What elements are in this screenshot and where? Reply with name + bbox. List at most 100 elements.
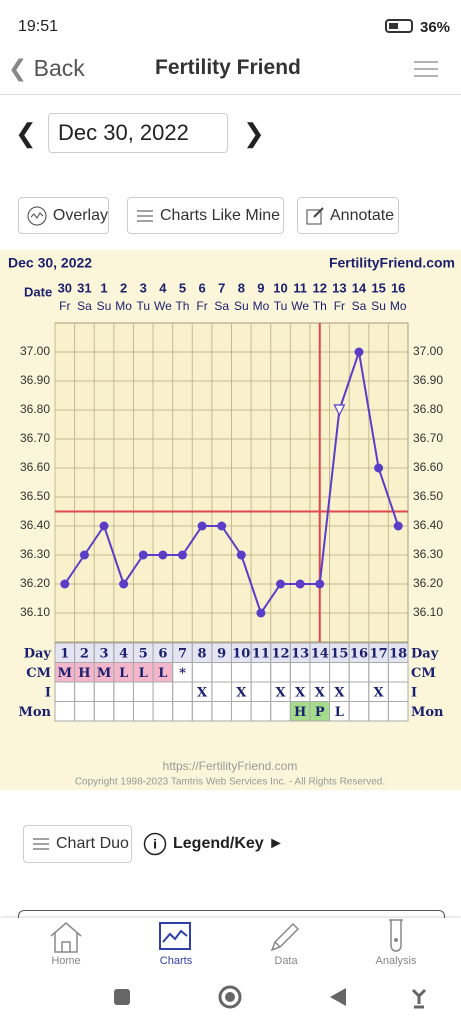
cell-text: 14 (311, 646, 329, 661)
date-label: 5 (179, 280, 186, 295)
y-tick-label: 36.20 (20, 576, 50, 590)
temperature-point (217, 521, 227, 531)
weekday-label: Tu (136, 299, 150, 313)
cell-text: P (315, 705, 325, 720)
weekday-label: Fr (334, 299, 345, 313)
cell-text: 10 (232, 646, 250, 661)
weekday-label: Fr (59, 299, 70, 313)
weekday-label: Fr (196, 299, 207, 313)
y-tick-label: 36.40 (20, 518, 50, 532)
date-label: 1 (100, 280, 107, 295)
cell-text: X (374, 685, 385, 700)
footer-url: https://FertilityFriend.com (163, 759, 298, 773)
y-tick-label: 36.90 (413, 373, 443, 387)
temperature-line (63, 351, 400, 616)
y-tick-label: 36.50 (413, 489, 443, 503)
y-tick-label: 36.60 (413, 460, 443, 474)
button-label: Charts Like Mine (160, 206, 281, 224)
cell-text: X (275, 685, 286, 700)
button-label: Annotate (330, 206, 395, 224)
prev-date[interactable]: ❮ (15, 118, 37, 148)
cell-text: 12 (271, 646, 289, 661)
date-label: 16 (391, 280, 405, 295)
weekday-label: Mo (253, 299, 270, 313)
cell-text: 15 (330, 646, 348, 661)
cell-text: L (139, 666, 148, 681)
date-field[interactable]: Dec 30, 2022 (48, 113, 228, 153)
charts-like-mine-button[interactable]: Charts Like Mine (127, 197, 284, 234)
cell-text: M (97, 666, 111, 681)
date-label: 3 (140, 280, 147, 295)
temperature-point (99, 521, 109, 531)
temperature-point (393, 521, 403, 531)
row-label: I (411, 685, 417, 700)
weekday-label: We (291, 299, 309, 313)
y-tick-label: 36.30 (20, 547, 50, 561)
cell (387, 701, 409, 722)
weekday-label: Sa (352, 299, 367, 313)
icon (137, 210, 153, 221)
annotate-button[interactable]: Annotate (297, 197, 399, 234)
analysis-icon (389, 919, 403, 952)
cell-text: X (334, 685, 345, 700)
weekday-label: Tu (274, 299, 288, 313)
nav-item[interactable]: Data (274, 955, 298, 967)
y-tick-label: 36.10 (20, 605, 50, 619)
date-label: 11 (293, 280, 307, 295)
battery-icon (385, 19, 413, 33)
date-label: 9 (257, 280, 264, 295)
y-tick-label: 36.60 (20, 460, 50, 474)
legend-link[interactable]: i Legend/Key ► (143, 832, 284, 856)
date-label: 8 (238, 280, 245, 295)
home-icon (50, 922, 82, 953)
cell-text: 2 (80, 646, 89, 661)
icon (27, 206, 47, 225)
menu-icon[interactable] (412, 60, 440, 78)
icon (33, 838, 49, 850)
icon (306, 206, 324, 224)
cell-text: X (295, 685, 306, 700)
back-button[interactable]: ❮ Back (8, 55, 85, 81)
chart-duo-button[interactable]: Chart Duo (23, 825, 132, 863)
date-label: 15 (371, 280, 385, 295)
temperature-point (354, 347, 364, 357)
chart-site: FertilityFriend.com (329, 255, 455, 271)
legend-label: Legend/Key ► (173, 835, 284, 852)
row-label: CM (26, 666, 51, 681)
weekday-label: Su (234, 299, 249, 313)
data-icon (270, 922, 300, 952)
battery: 36% (420, 19, 451, 36)
cell-text: 11 (252, 646, 270, 661)
nav-item[interactable]: Analysis (375, 955, 417, 967)
temperature-point (177, 550, 187, 560)
date-label: 31 (77, 280, 91, 295)
date-label: 14 (352, 280, 367, 295)
cell-text: X (236, 685, 247, 700)
cell-text: 17 (370, 646, 388, 661)
y-tick-label: 36.20 (413, 576, 443, 590)
date-label: 30 (58, 280, 72, 295)
row-label: I (45, 685, 51, 700)
temperature-point (79, 550, 89, 560)
y-tick-label: 37.00 (20, 344, 50, 358)
nav-item[interactable]: Charts (159, 955, 193, 967)
cell-text: 4 (119, 646, 128, 661)
header-title: Fertility Friend (155, 56, 301, 79)
y-tick-label: 36.80 (20, 402, 50, 416)
temperature-point (236, 550, 246, 560)
weekday-label: Su (371, 299, 386, 313)
cell-text: X (197, 685, 208, 700)
y-tick-label: 36.50 (20, 489, 50, 503)
temperature-point (276, 579, 286, 589)
chart: Dec 30, 2022 FertilityFriend.com Date ht… (0, 250, 461, 790)
cell-text: 13 (291, 646, 309, 661)
row-label: Mon (411, 705, 444, 720)
charts-icon (159, 922, 191, 950)
nav-item[interactable]: Home (51, 955, 81, 967)
temperature-point (374, 463, 384, 473)
cell-text: L (335, 705, 344, 720)
cell-text: 3 (100, 646, 109, 661)
next-date[interactable]: ❯ (243, 118, 265, 148)
overlay-button[interactable]: Overlay (18, 197, 109, 234)
